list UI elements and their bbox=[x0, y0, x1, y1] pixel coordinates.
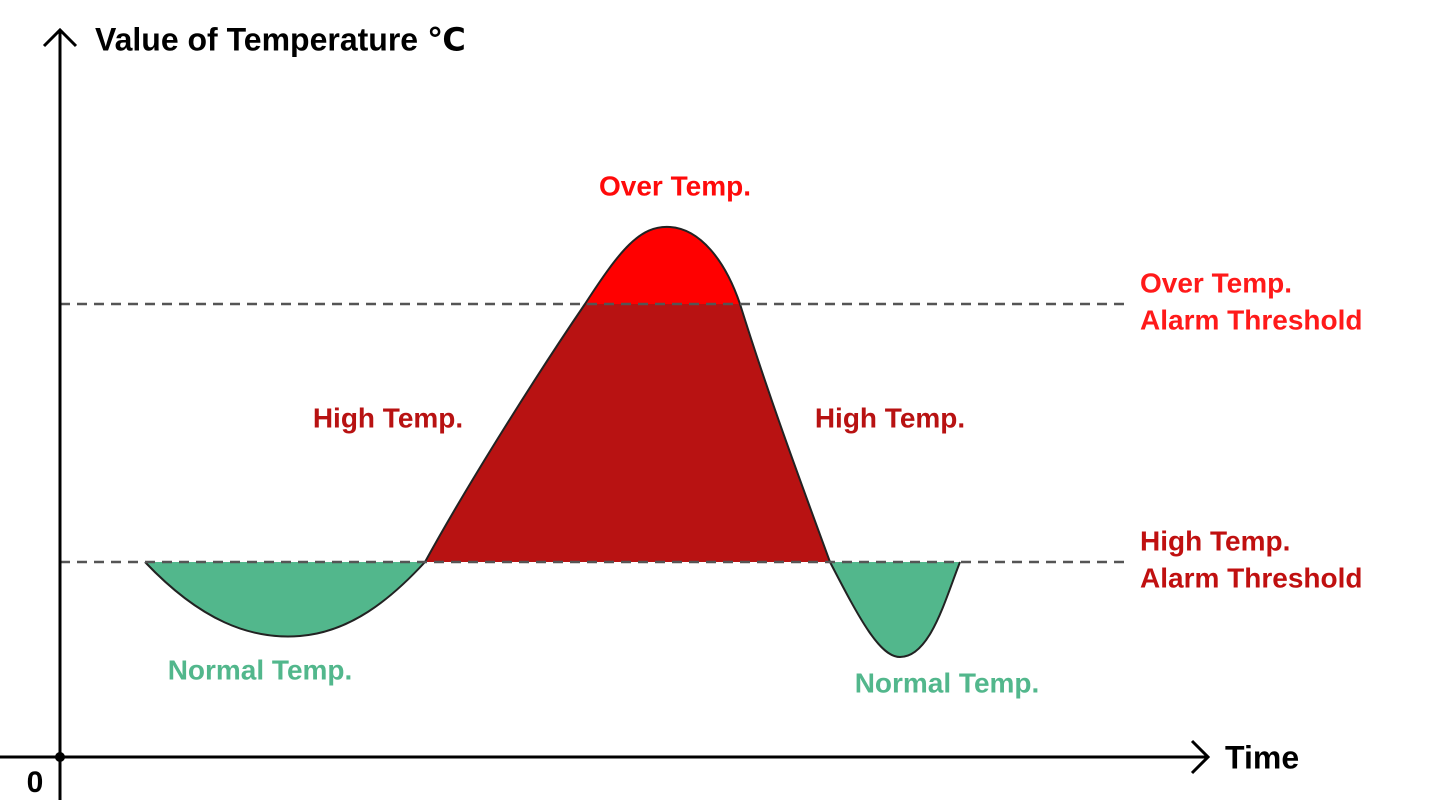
over-region bbox=[585, 226, 740, 304]
high-region bbox=[425, 304, 830, 562]
threshold-label: Alarm Threshold bbox=[1140, 304, 1362, 335]
normal-region bbox=[145, 562, 425, 637]
threshold-label: High Temp. bbox=[1140, 525, 1290, 556]
x-axis-label: Time bbox=[1225, 739, 1299, 775]
temperature-curve bbox=[144, 225, 961, 659]
region-label: Normal Temp. bbox=[855, 667, 1040, 698]
region-label: Normal Temp. bbox=[168, 654, 353, 685]
threshold-label: Over Temp. bbox=[1140, 267, 1292, 298]
x-arrow bbox=[1190, 739, 1211, 775]
threshold-label: Alarm Threshold bbox=[1140, 562, 1362, 593]
region-label: High Temp. bbox=[815, 402, 965, 433]
y-axis-label: Value of Temperature ℃ bbox=[95, 21, 466, 57]
normal-region bbox=[830, 562, 960, 657]
origin-dot bbox=[55, 752, 65, 762]
origin-label: 0 bbox=[27, 766, 44, 799]
y-arrow bbox=[42, 27, 78, 48]
region-label: High Temp. bbox=[313, 402, 463, 433]
region-label: Over Temp. bbox=[599, 170, 751, 201]
